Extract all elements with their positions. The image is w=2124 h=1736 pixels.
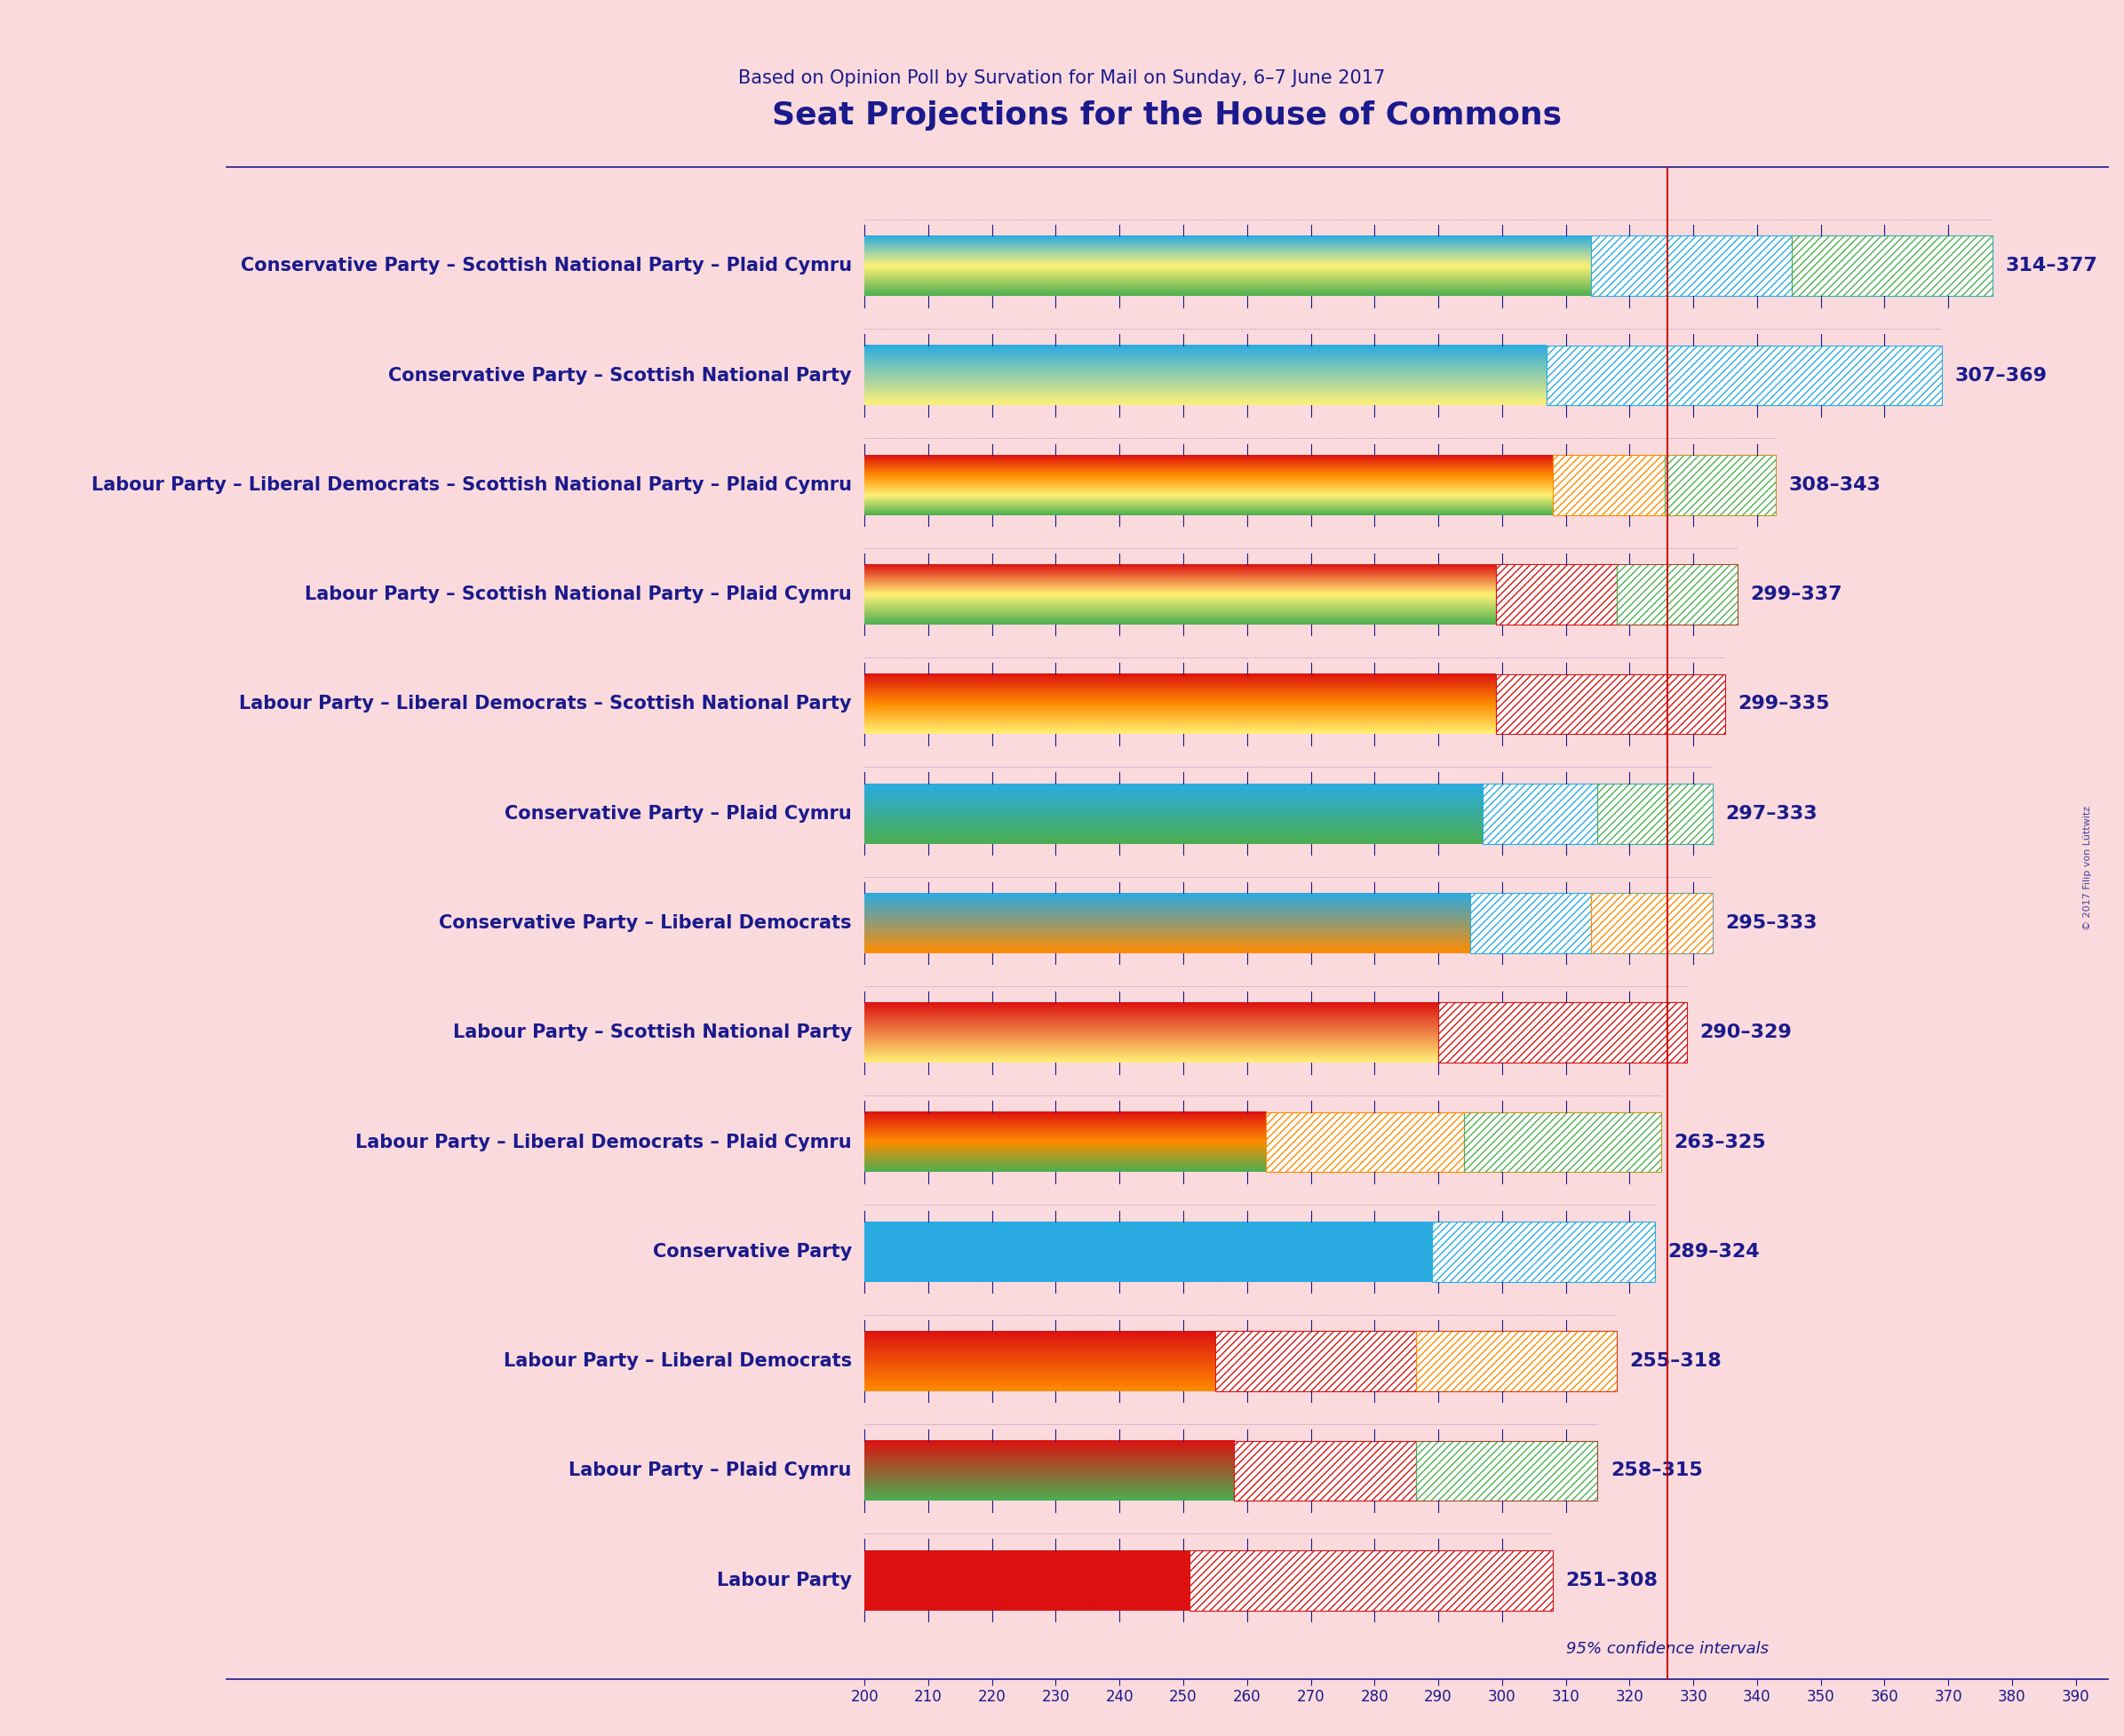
Bar — [1470, 892, 1591, 953]
Bar — [1215, 1332, 1417, 1391]
Text: Labour Party – Liberal Democrats – Plaid Cymru: Labour Party – Liberal Democrats – Plaid… — [355, 1134, 852, 1151]
Text: 299–337: 299–337 — [1750, 585, 1844, 604]
Text: Labour Party – Liberal Democrats – Scottish National Party – Plaid Cymru: Labour Party – Liberal Democrats – Scott… — [91, 476, 852, 493]
Bar — [1793, 236, 1992, 297]
Bar — [1591, 236, 1793, 297]
Bar — [1266, 1113, 1661, 1172]
Bar — [1234, 1441, 1417, 1502]
Text: Labour Party – Scottish National Party – Plaid Cymru: Labour Party – Scottish National Party –… — [304, 585, 852, 604]
Bar — [1591, 892, 1712, 953]
Bar — [1266, 1113, 1463, 1172]
Bar — [1417, 1332, 1616, 1391]
Bar — [1417, 1441, 1597, 1502]
Bar — [1438, 1002, 1686, 1062]
Bar — [1495, 564, 1616, 625]
Text: © 2017 Filip von Lüttwitz: © 2017 Filip von Lüttwitz — [2084, 806, 2092, 930]
Text: 297–333: 297–333 — [1725, 806, 1818, 823]
Bar — [1793, 236, 1992, 297]
Text: Based on Opinion Poll by Survation for Mail on Sunday, 6–7 June 2017: Based on Opinion Poll by Survation for M… — [739, 69, 1385, 87]
Bar — [1463, 1113, 1661, 1172]
Bar — [1591, 236, 1793, 297]
Text: Labour Party – Plaid Cymru: Labour Party – Plaid Cymru — [569, 1462, 852, 1479]
Bar — [1495, 674, 1725, 734]
Text: Labour Party – Scottish National Party: Labour Party – Scottish National Party — [452, 1024, 852, 1042]
Bar — [1483, 783, 1712, 844]
Bar — [1616, 564, 1737, 625]
Bar — [1215, 1332, 1616, 1391]
Bar — [1215, 1332, 1417, 1391]
Bar — [1495, 564, 1737, 625]
Bar — [1546, 345, 1941, 406]
Text: Conservative Party – Plaid Cymru: Conservative Party – Plaid Cymru — [506, 806, 852, 823]
Text: 95% confidence intervals: 95% confidence intervals — [1565, 1641, 1769, 1656]
Text: Conservative Party: Conservative Party — [652, 1243, 852, 1260]
Bar — [1417, 1332, 1616, 1391]
Bar — [1432, 1222, 1655, 1281]
Bar — [1553, 455, 1665, 516]
Bar — [1483, 783, 1597, 844]
Bar — [1591, 892, 1712, 953]
Bar — [1597, 783, 1712, 844]
Text: 263–325: 263–325 — [1674, 1134, 1767, 1151]
Bar — [1495, 674, 1725, 734]
Bar — [1495, 674, 1725, 734]
Bar — [1189, 1550, 1553, 1611]
Bar — [1470, 892, 1591, 953]
Bar — [1553, 455, 1665, 516]
Text: 307–369: 307–369 — [1954, 366, 2048, 384]
Text: 295–333: 295–333 — [1725, 915, 1818, 932]
Bar — [1234, 1441, 1597, 1502]
Bar — [1495, 564, 1616, 625]
Text: Labour Party – Liberal Democrats: Labour Party – Liberal Democrats — [503, 1352, 852, 1370]
Bar — [1665, 455, 1776, 516]
Bar — [1463, 1113, 1661, 1172]
Text: 255–318: 255–318 — [1629, 1352, 1723, 1370]
Text: 308–343: 308–343 — [1788, 476, 1882, 493]
Text: 314–377: 314–377 — [2005, 257, 2099, 274]
Bar — [1483, 783, 1597, 844]
Bar — [1432, 1222, 1655, 1281]
Bar — [1665, 455, 1776, 516]
Text: 299–335: 299–335 — [1737, 694, 1831, 713]
Text: Labour Party – Liberal Democrats – Scottish National Party: Labour Party – Liberal Democrats – Scott… — [240, 694, 852, 713]
Bar — [1438, 1002, 1686, 1062]
Bar — [1616, 564, 1737, 625]
Text: Conservative Party – Scottish National Party: Conservative Party – Scottish National P… — [389, 366, 852, 384]
Bar — [1597, 783, 1712, 844]
Bar — [1189, 1550, 1553, 1611]
Text: 290–329: 290–329 — [1699, 1024, 1793, 1042]
Title: Seat Projections for the House of Commons: Seat Projections for the House of Common… — [773, 101, 1563, 130]
Bar — [1266, 1113, 1463, 1172]
Text: Labour Party: Labour Party — [716, 1571, 852, 1588]
Text: 251–308: 251–308 — [1565, 1571, 1659, 1588]
Bar — [1546, 345, 1941, 406]
Bar — [1234, 1441, 1417, 1502]
Text: Conservative Party – Liberal Democrats: Conservative Party – Liberal Democrats — [440, 915, 852, 932]
Bar — [1546, 345, 1941, 406]
Text: 289–324: 289–324 — [1667, 1243, 1761, 1260]
Text: 258–315: 258–315 — [1610, 1462, 1703, 1479]
Bar — [1470, 892, 1712, 953]
Bar — [1417, 1441, 1597, 1502]
Text: Conservative Party – Scottish National Party – Plaid Cymru: Conservative Party – Scottish National P… — [240, 257, 852, 274]
Bar — [1438, 1002, 1686, 1062]
Bar — [1591, 236, 1992, 297]
Bar — [1189, 1550, 1553, 1611]
Bar — [1553, 455, 1776, 516]
Bar — [1432, 1222, 1655, 1281]
